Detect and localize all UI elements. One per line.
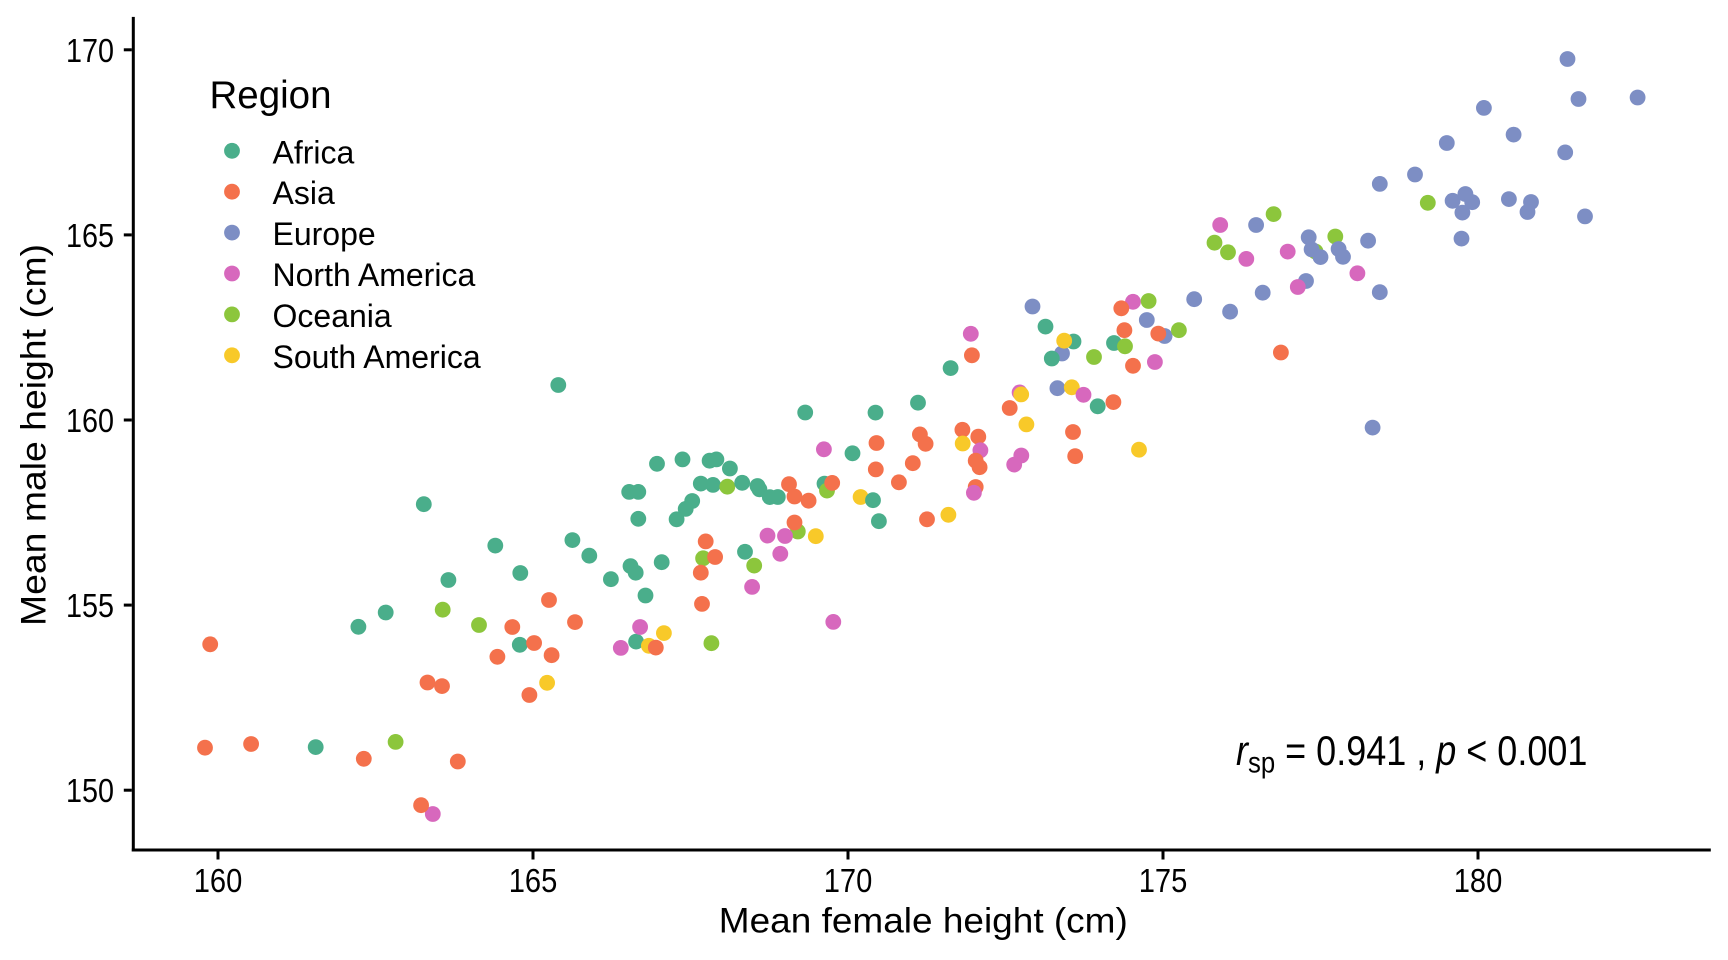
svg-text:150: 150	[66, 773, 114, 810]
svg-text:Mean female height (cm): Mean female height (cm)	[719, 901, 1128, 941]
svg-text:155: 155	[66, 588, 114, 625]
svg-text:160: 160	[194, 863, 243, 900]
svg-text:180: 180	[1454, 863, 1503, 900]
svg-text:Oceania: Oceania	[273, 298, 392, 334]
svg-text:rsp = 0.941 , p < 0.001: rsp = 0.941 , p < 0.001	[1236, 727, 1587, 780]
svg-text:Europe: Europe	[273, 216, 376, 252]
svg-text:165: 165	[66, 218, 114, 255]
svg-text:Africa: Africa	[273, 134, 355, 170]
svg-text:175: 175	[1139, 863, 1188, 900]
svg-text:165: 165	[509, 863, 558, 900]
svg-text:South America: South America	[273, 339, 481, 375]
svg-text:North America: North America	[273, 257, 476, 293]
svg-text:Asia: Asia	[273, 175, 335, 211]
svg-text:170: 170	[66, 33, 114, 70]
svg-text:Region: Region	[210, 74, 332, 117]
svg-text:Mean male height (cm): Mean male height (cm)	[14, 244, 54, 626]
svg-text:170: 170	[824, 863, 873, 900]
svg-text:160: 160	[66, 403, 114, 440]
